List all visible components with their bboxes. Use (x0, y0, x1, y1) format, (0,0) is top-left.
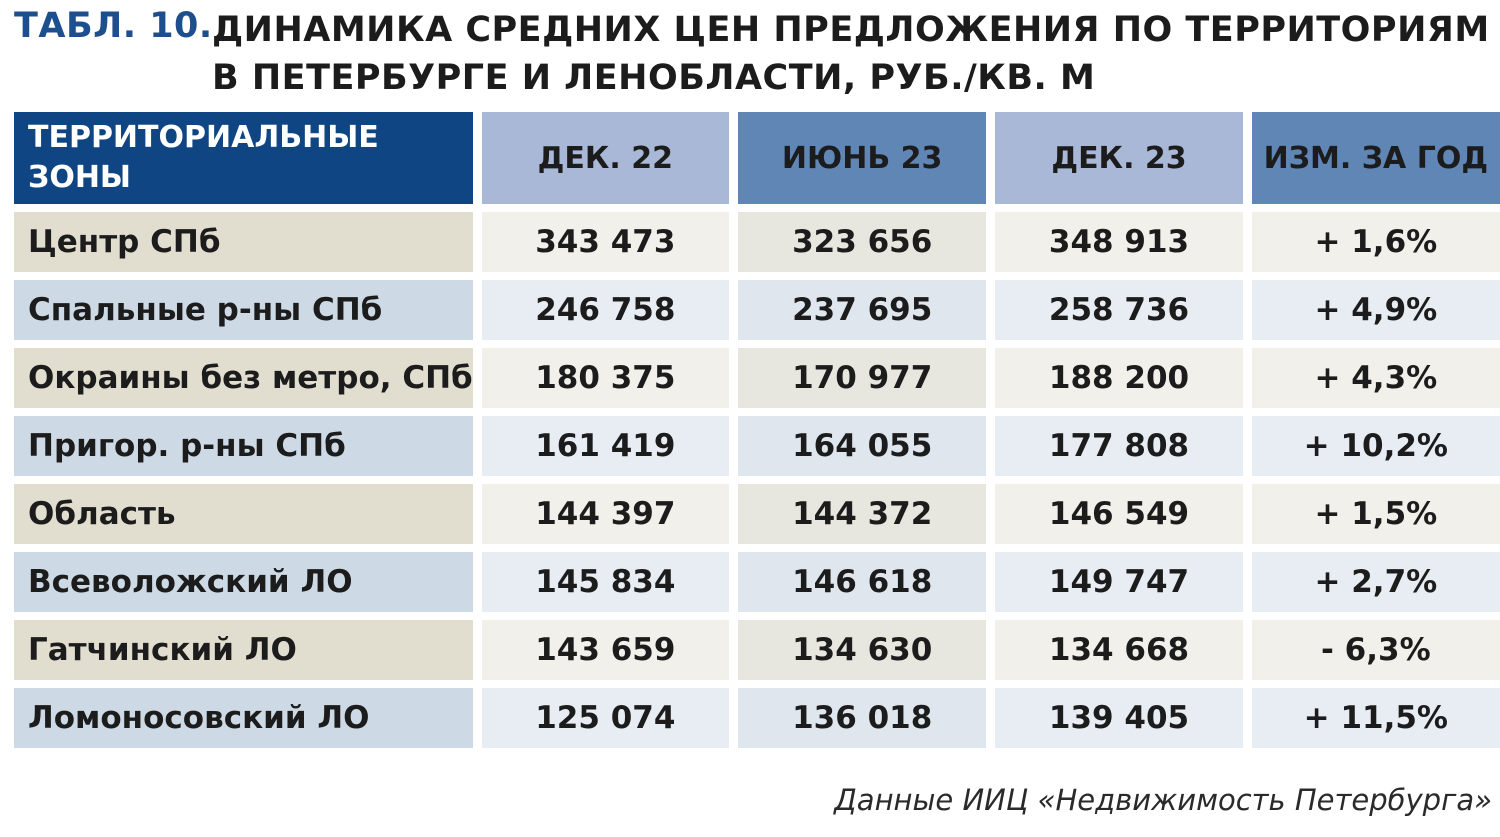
value-jun-23-cell: 323 656 (738, 212, 987, 272)
value-dec-23-cell: 188 200 (995, 348, 1243, 408)
value-dec-23-cell: 146 549 (995, 484, 1243, 544)
value-dec-22-cell: 343 473 (481, 212, 730, 272)
value-jun-23-cell: 170 977 (738, 348, 987, 408)
table-row: Окраины без метро, СПб 180 375 170 977 188 … (14, 348, 1500, 408)
value-dec-22-cell: 246 758 (481, 280, 730, 340)
zone-name-cell: Окраины без метро, СПб (14, 348, 473, 408)
value-dec-23-cell: 134 668 (995, 620, 1243, 680)
zone-name-cell: Гатчинский ЛО (14, 620, 473, 680)
value-dec-23-cell: 348 913 (995, 212, 1243, 272)
table-row: Ломоносовский ЛО 125 074 136 018 139 405 + 1… (14, 688, 1500, 748)
table-title: ДИНАМИКА СРЕДНИХ ЦЕН ПРЕДЛОЖЕНИЯ ПО ТЕРР… (212, 10, 1490, 98)
zone-name-cell: Центр СПб (14, 212, 473, 272)
value-dec-23-cell: 177 808 (995, 416, 1243, 476)
zone-name-cell: Ломоносовский ЛО (14, 688, 473, 748)
zone-name-cell: Область (14, 484, 473, 544)
price-table: ТЕРРИТОРИАЛЬНЫЕ ЗОНЫ ДЕК. 22 ИЮНЬ 23 ДЕК… (5, 104, 1500, 756)
column-header-change: ИЗМ. ЗА ГОД (1251, 112, 1500, 204)
change-cell: + 1,6% (1251, 212, 1500, 272)
value-jun-23-cell: 164 055 (738, 416, 987, 476)
column-header-dec-23: ДЕК. 23 (995, 112, 1243, 204)
column-header-dec-22: ДЕК. 22 (481, 112, 730, 204)
table-header: ТАБЛ. 10. ДИНАМИКА СРЕДНИХ ЦЕН ПРЕДЛОЖЕН… (14, 2, 1494, 102)
value-dec-23-cell: 149 747 (995, 552, 1243, 612)
zone-name-cell: Всеволожский ЛО (14, 552, 473, 612)
value-jun-23-cell: 144 372 (738, 484, 987, 544)
zone-name-cell: Пригор. р-ны СПб (14, 416, 473, 476)
change-cell: - 6,3% (1251, 620, 1500, 680)
value-dec-23-cell: 258 736 (995, 280, 1243, 340)
table-row: Гатчинский ЛО 143 659 134 630 134 668- 6,3% (14, 620, 1500, 680)
table-row: Спальные р-ны СПб 246 758 237 695 258 736 + … (14, 280, 1500, 340)
table-row: Всеволожский ЛО 145 834 146 618 149 747 + 2,… (14, 552, 1500, 612)
value-jun-23-cell: 134 630 (738, 620, 987, 680)
table-row: Область 144 397 144 372 146 549 + 1,5% (14, 484, 1500, 544)
column-header-jun-23: ИЮНЬ 23 (738, 112, 987, 204)
table-number-label: ТАБЛ. 10. (14, 6, 213, 46)
table-body: Центр СПб 343 473 323 656 348 913 + 1,6% Спал… (14, 212, 1500, 748)
value-dec-22-cell: 125 074 (481, 688, 730, 748)
value-dec-22-cell: 161 419 (481, 416, 730, 476)
table-header-row: ТЕРРИТОРИАЛЬНЫЕ ЗОНЫ ДЕК. 22 ИЮНЬ 23 ДЕК… (14, 112, 1500, 204)
value-dec-22-cell: 180 375 (481, 348, 730, 408)
change-cell: + 2,7% (1251, 552, 1500, 612)
change-cell: + 10,2% (1251, 416, 1500, 476)
data-table-container: ТЕРРИТОРИАЛЬНЫЕ ЗОНЫ ДЕК. 22 ИЮНЬ 23 ДЕК… (14, 112, 1500, 748)
value-dec-22-cell: 144 397 (481, 484, 730, 544)
table-row: Центр СПб 343 473 323 656 348 913 + 1,6% (14, 212, 1500, 272)
change-cell: + 4,3% (1251, 348, 1500, 408)
value-dec-22-cell: 143 659 (481, 620, 730, 680)
value-jun-23-cell: 136 018 (738, 688, 987, 748)
value-dec-23-cell: 139 405 (995, 688, 1243, 748)
value-jun-23-cell: 146 618 (738, 552, 987, 612)
change-cell: + 11,5% (1251, 688, 1500, 748)
table-row: Пригор. р-ны СПб 161 419 164 055 177 808 + 1… (14, 416, 1500, 476)
column-header-zones: ТЕРРИТОРИАЛЬНЫЕ ЗОНЫ (14, 112, 473, 204)
change-cell: + 1,5% (1251, 484, 1500, 544)
value-dec-22-cell: 145 834 (481, 552, 730, 612)
change-cell: + 4,9% (1251, 280, 1500, 340)
zone-name-cell: Спальные р-ны СПб (14, 280, 473, 340)
value-jun-23-cell: 237 695 (738, 280, 987, 340)
source-note: Данные ИИЦ «Недвижимость Петербурга» (834, 783, 1492, 817)
